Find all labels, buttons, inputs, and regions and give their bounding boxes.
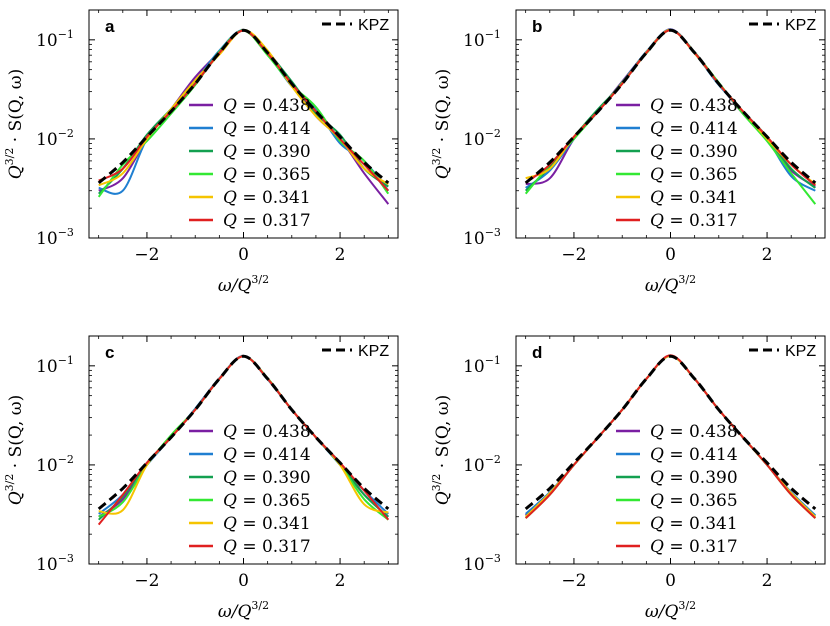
panel-label: c	[105, 343, 114, 362]
legend-item-label: Q = 0.341	[223, 514, 311, 534]
x-tick-label: −2	[561, 571, 586, 591]
x-tick-label: 0	[238, 245, 249, 265]
panel-d: −2 0 2 10−3 10−2 10−1 d KPZ Q = 0.438 Q = 0.414 Q …	[430, 335, 826, 622]
legend-item-label: Q = 0.414	[223, 445, 311, 465]
y-tick-label: 10−1	[36, 28, 74, 51]
x-axis-label: ω/Q3/2	[645, 273, 696, 296]
legend-item-label: Q = 0.390	[650, 468, 738, 488]
y-tick-label: 10−3	[463, 226, 501, 249]
x-tick-label: 2	[762, 571, 773, 591]
panel-b: −2 0 2 10−3 10−2 10−1 b KPZ Q = 0.438 Q = 0.414 Q …	[430, 9, 826, 296]
legend-item-label: Q = 0.341	[650, 188, 738, 208]
legend-kpz-label: KPZ	[358, 343, 389, 360]
legend-item-label: Q = 0.341	[223, 188, 311, 208]
panel-label: a	[105, 17, 115, 36]
y-tick-label: 10−2	[463, 453, 501, 476]
x-tick-label: 0	[665, 245, 676, 265]
x-tick-label: −2	[134, 571, 159, 591]
panel-c: −2 0 2 10−3 10−2 10−1 c KPZ Q = 0.438 Q = 0.414 Q …	[3, 335, 399, 622]
y-tick-label: 10−2	[36, 453, 74, 476]
kpz-line	[97, 354, 390, 511]
x-tick-label: −2	[134, 245, 159, 265]
kpz-line	[524, 28, 817, 185]
y-tick-label: 10−2	[36, 127, 74, 150]
y-axis-label: Q3/2 · S(Q, ω)	[430, 395, 453, 506]
x-tick-label: −2	[561, 245, 586, 265]
legend-item-label: Q = 0.317	[223, 537, 311, 557]
y-tick-label: 10−3	[36, 226, 74, 249]
y-tick-label: 10−1	[36, 354, 74, 377]
panel-a: −2 0 2 10−3 10−2 10−1 a KPZ Q = 0.438 Q = 0.414 Q …	[3, 9, 399, 296]
legend-item-label: Q = 0.365	[650, 165, 738, 185]
y-tick-label: 10−1	[463, 28, 501, 51]
plot-frame	[515, 335, 826, 565]
x-axis-label: ω/Q3/2	[218, 599, 269, 622]
panel-label: d	[532, 343, 542, 362]
legend-item-label: Q = 0.390	[223, 142, 311, 162]
panel-label: b	[532, 17, 542, 36]
plot-frame	[515, 9, 826, 239]
legend-item-label: Q = 0.365	[650, 491, 738, 511]
legend-item-label: Q = 0.414	[650, 445, 738, 465]
legend-kpz-label: KPZ	[785, 343, 816, 360]
x-tick-label: 2	[762, 245, 773, 265]
legend-item-label: Q = 0.438	[223, 422, 311, 442]
legend-item-label: Q = 0.438	[650, 422, 738, 442]
y-tick-label: 10−3	[36, 552, 74, 575]
legend-item-label: Q = 0.341	[650, 514, 738, 534]
y-axis-label: Q3/2 · S(Q, ω)	[430, 69, 453, 180]
legend-kpz-label: KPZ	[785, 17, 816, 34]
plot-frame	[88, 9, 399, 239]
legend-item-label: Q = 0.390	[650, 142, 738, 162]
legend-item-label: Q = 0.365	[223, 491, 311, 511]
legend-item-label: Q = 0.438	[223, 96, 311, 116]
legend-item-label: Q = 0.317	[650, 211, 738, 231]
x-tick-label: 2	[335, 245, 346, 265]
kpz-line	[524, 354, 817, 511]
legend-item-label: Q = 0.317	[223, 211, 311, 231]
x-tick-label: 0	[665, 571, 676, 591]
x-tick-label: 0	[238, 571, 249, 591]
x-tick-label: 2	[335, 571, 346, 591]
y-axis-label: Q3/2 · S(Q, ω)	[3, 69, 26, 180]
x-axis-label: ω/Q3/2	[218, 273, 269, 296]
kpz-line	[97, 28, 390, 185]
legend-kpz-label: KPZ	[358, 17, 389, 34]
y-tick-label: 10−1	[463, 354, 501, 377]
legend-item-label: Q = 0.317	[650, 537, 738, 557]
legend-item-label: Q = 0.414	[223, 119, 311, 139]
legend-item-label: Q = 0.365	[223, 165, 311, 185]
legend-item-label: Q = 0.414	[650, 119, 738, 139]
y-tick-label: 10−3	[463, 552, 501, 575]
plot-frame	[88, 335, 399, 565]
x-axis-label: ω/Q3/2	[645, 599, 696, 622]
legend-item-label: Q = 0.390	[223, 468, 311, 488]
y-tick-label: 10−2	[463, 127, 501, 150]
y-axis-label: Q3/2 · S(Q, ω)	[3, 395, 26, 506]
legend-item-label: Q = 0.438	[650, 96, 738, 116]
